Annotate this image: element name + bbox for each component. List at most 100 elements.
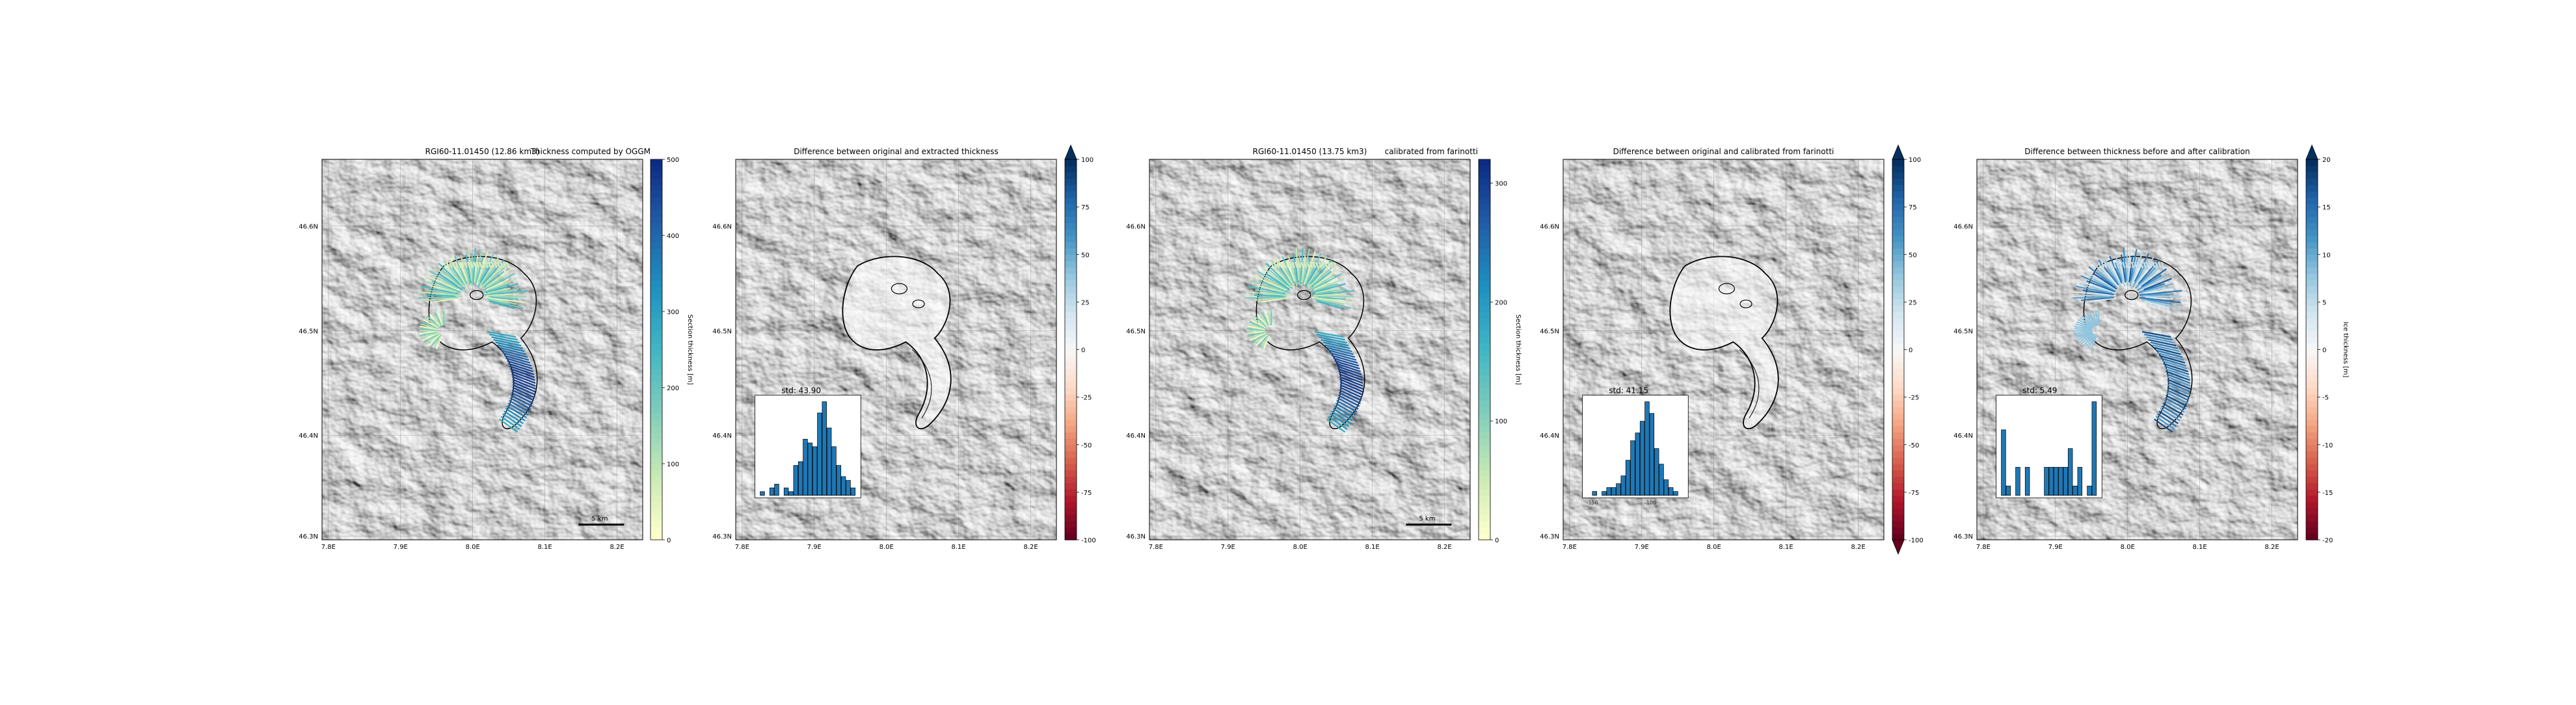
colorbar-segment: [2306, 223, 2318, 230]
colorbar-segment: [651, 210, 662, 217]
colorbar-segment: [1892, 483, 1904, 489]
colorbar-extend-max: [1065, 145, 1077, 159]
colorbar-segment: [2306, 413, 2318, 419]
histogram-bar: [812, 447, 817, 496]
x-tick-label: 7.9E: [1635, 544, 1649, 551]
subplot-title: Difference between original and extracte…: [794, 147, 999, 156]
colorbar-segment: [1065, 413, 1077, 419]
colorbar-extend-min: [1892, 540, 1904, 554]
histogram-bar: [775, 484, 779, 495]
colorbar-tick-label: 50: [1081, 252, 1090, 259]
colorbar-segment: [1892, 508, 1904, 514]
colorbar-segment: [651, 413, 662, 419]
colorbar-segment: [1479, 521, 1490, 527]
histogram-bar: [770, 488, 774, 496]
colorbar-segment: [651, 419, 662, 426]
y-tick-label: 46.4N: [1126, 432, 1146, 440]
colorbar-segment: [1479, 318, 1490, 325]
colorbar-segment: [651, 318, 662, 325]
x-tick-label: 8.2E: [1437, 544, 1451, 551]
histogram-bar: [1631, 441, 1635, 496]
colorbar-segment: [1479, 325, 1490, 331]
x-tick-label: 7.8E: [735, 544, 749, 551]
colorbar-segment: [2306, 337, 2318, 343]
colorbar-label: Section thickness [m]: [686, 314, 693, 384]
colorbar-segment: [1065, 457, 1077, 464]
colorbar-segment: [651, 274, 662, 280]
histogram-bar: [2073, 486, 2078, 495]
colorbar-segment: [651, 330, 662, 337]
histogram-bar: [2045, 467, 2049, 495]
y-tick-label: 46.3N: [1540, 533, 1559, 540]
colorbar-segment: [651, 312, 662, 318]
colorbar-segment: [1479, 483, 1490, 489]
flowline-section: [472, 255, 473, 286]
colorbar-segment: [2306, 426, 2318, 432]
colorbar-segment: [1065, 464, 1077, 470]
colorbar-segment: [1892, 305, 1904, 312]
colorbar-segment: [2306, 419, 2318, 426]
colorbar-segment: [1892, 496, 1904, 502]
colorbar-segment: [1892, 533, 1904, 540]
x-tick-label: 8.2E: [1851, 544, 1865, 551]
colorbar-segment: [2306, 286, 2318, 293]
colorbar-segment: [1892, 248, 1904, 255]
colorbar-segment: [2306, 508, 2318, 514]
x-tick-label: 7.9E: [1221, 544, 1235, 551]
colorbar-segment: [2306, 325, 2318, 331]
colorbar-segment: [651, 394, 662, 401]
histogram-bar: [2092, 402, 2097, 496]
colorbar-tick-label: -100: [1909, 537, 1924, 544]
colorbar-segment: [2306, 274, 2318, 280]
colorbar-tick-label: 300: [667, 309, 679, 316]
colorbar-segment: [2306, 514, 2318, 521]
colorbar-segment: [651, 514, 662, 521]
colorbar-segment: [1065, 438, 1077, 445]
colorbar-tick-label: -50: [1909, 442, 1919, 449]
colorbar-segment: [1892, 438, 1904, 445]
colorbar-segment: [2306, 451, 2318, 458]
colorbar-segment: [2306, 362, 2318, 369]
colorbar-segment: [1065, 477, 1077, 483]
x-tick-label: 7.8E: [1149, 544, 1163, 551]
subplot-title: Difference between thickness before and …: [2024, 147, 2249, 156]
colorbar-segment: [1892, 280, 1904, 286]
colorbar-segment: [1065, 159, 1077, 166]
colorbar-segment: [1479, 426, 1490, 432]
x-tick-label: 7.8E: [1563, 544, 1577, 551]
colorbar-segment: [651, 477, 662, 483]
colorbar-segment: [1065, 229, 1077, 235]
colorbar-segment: [651, 496, 662, 502]
colorbar-segment: [651, 527, 662, 534]
colorbar-segment: [1479, 343, 1490, 350]
colorbar-tick-label: 0: [1495, 537, 1499, 544]
x-tick-label: 8.2E: [2264, 544, 2279, 551]
colorbar-segment: [1065, 483, 1077, 489]
colorbar-tick-label: 0: [1909, 347, 1912, 354]
colorbar-segment: [651, 242, 662, 248]
colorbar-segment: [1479, 293, 1490, 299]
histogram-bar: [1659, 464, 1664, 496]
flowline-section: [419, 330, 437, 331]
colorbar-segment: [1892, 413, 1904, 419]
histogram-bar: [1592, 492, 1597, 496]
x-tick-label: 8.1E: [538, 544, 552, 551]
colorbar-segment: [1892, 356, 1904, 362]
y-tick-label: 46.3N: [1953, 533, 1973, 540]
colorbar-segment: [1479, 413, 1490, 419]
colorbar-segment: [1892, 299, 1904, 306]
colorbar-segment: [1065, 496, 1077, 502]
colorbar-segment: [1892, 432, 1904, 438]
colorbar-segment: [2306, 217, 2318, 223]
histogram-bar: [784, 488, 788, 496]
colorbar-segment: [2306, 464, 2318, 470]
histogram-bar: [794, 466, 798, 496]
colorbar-segment: [1479, 401, 1490, 407]
colorbar-segment: [1479, 223, 1490, 230]
colorbar-segment: [651, 375, 662, 382]
histogram-bar: [827, 428, 831, 496]
